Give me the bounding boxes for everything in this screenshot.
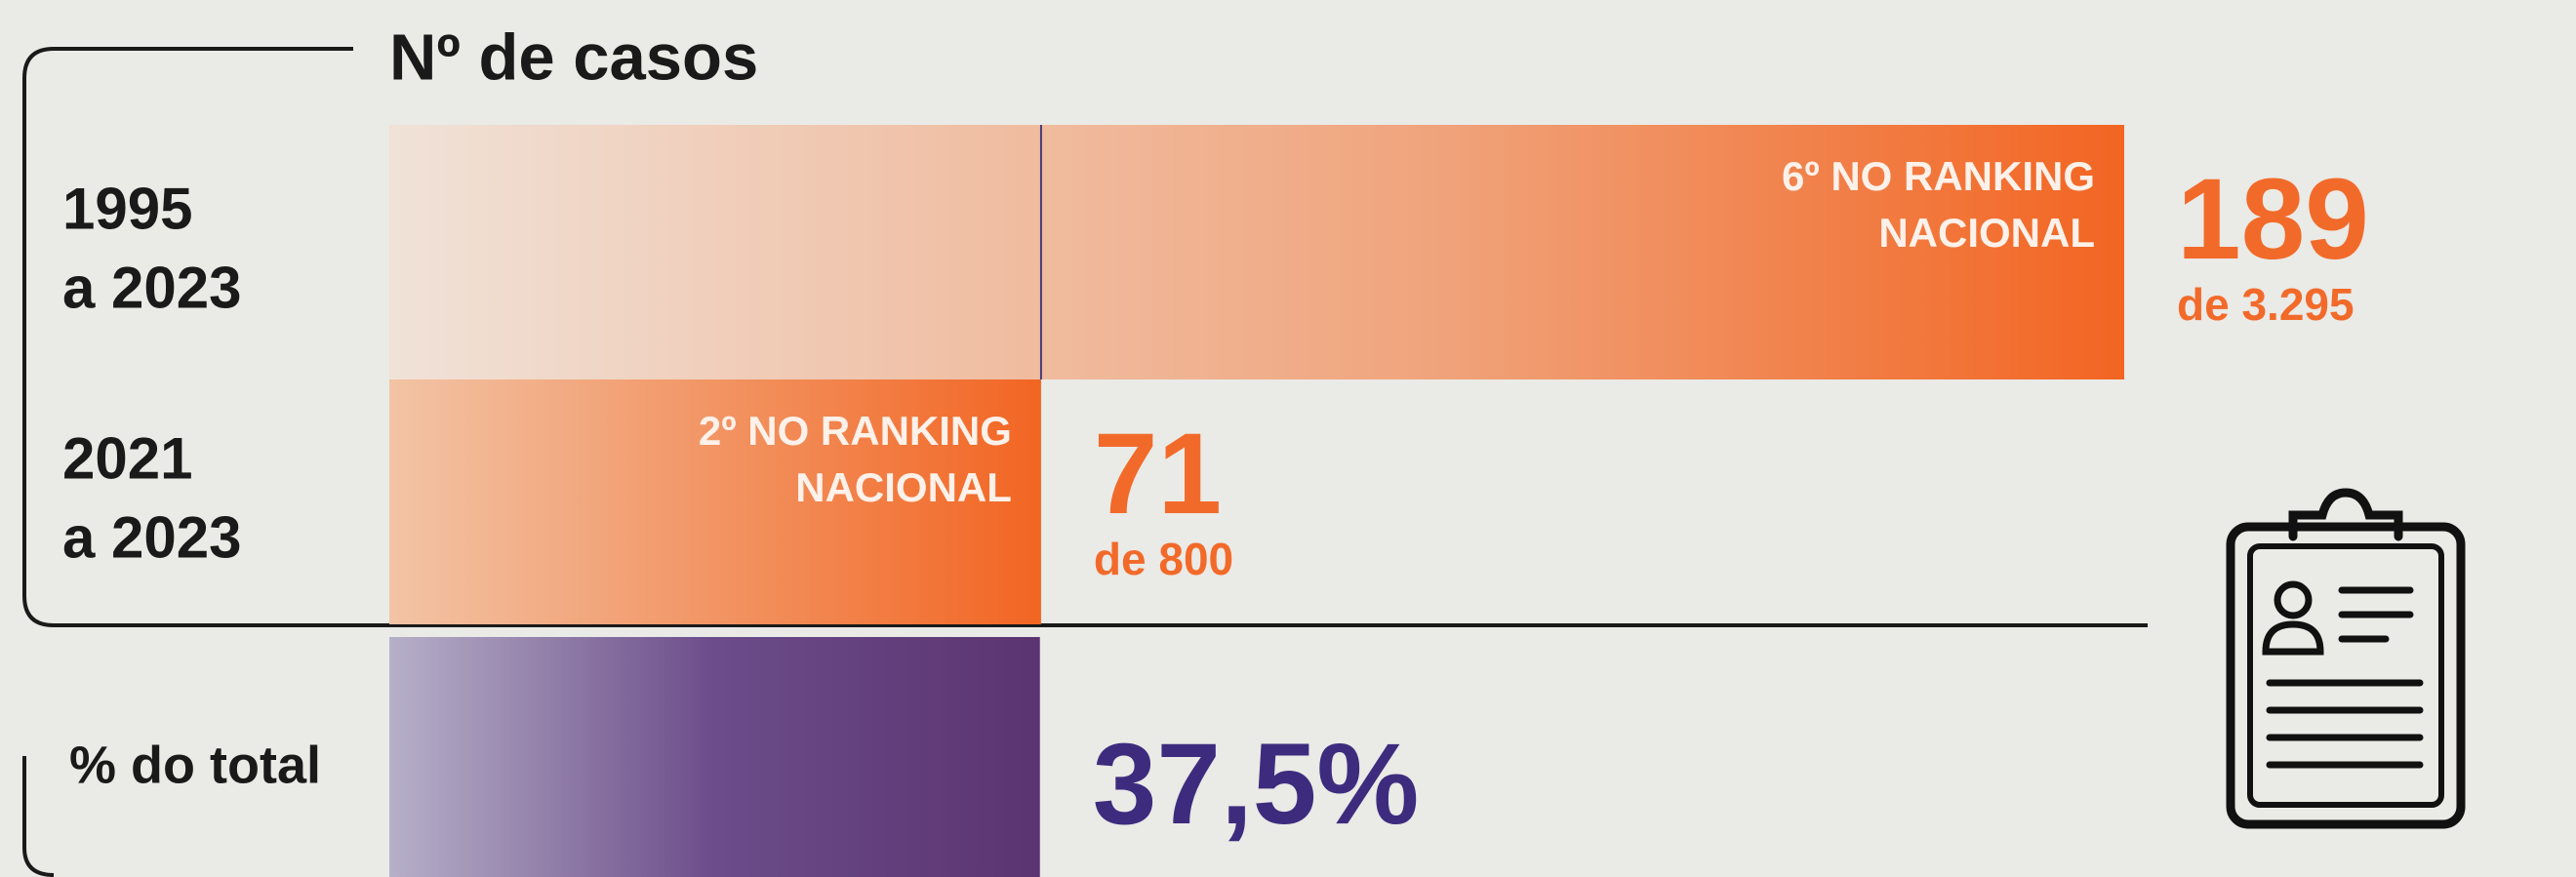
bar (389, 379, 1041, 624)
ranking-label: NACIONAL (795, 464, 1012, 510)
value-label: 189 (2177, 155, 2369, 284)
ranking-label: 6º NO RANKING (1782, 153, 2095, 199)
share-bar (389, 637, 1040, 877)
title: Nº de casos (389, 21, 758, 95)
bar (389, 125, 2124, 379)
ranking-label: NACIONAL (1878, 210, 2095, 256)
total-label: de 800 (1094, 534, 1233, 584)
bracket (22, 756, 55, 877)
total-label: de 3.295 (2177, 279, 2355, 330)
bracket (22, 47, 2148, 627)
value-label: 71 (1094, 410, 1222, 538)
share-value: 37,5% (1093, 720, 1420, 849)
period-label: 2021 (62, 425, 192, 491)
period-label: a 2023 (62, 504, 242, 570)
period-label: 1995 (62, 176, 192, 241)
clipboard-icon (2226, 488, 2466, 829)
share-label: % do total (69, 736, 321, 794)
ranking-label: 2º NO RANKING (699, 408, 1012, 454)
period-label: a 2023 (62, 255, 242, 320)
